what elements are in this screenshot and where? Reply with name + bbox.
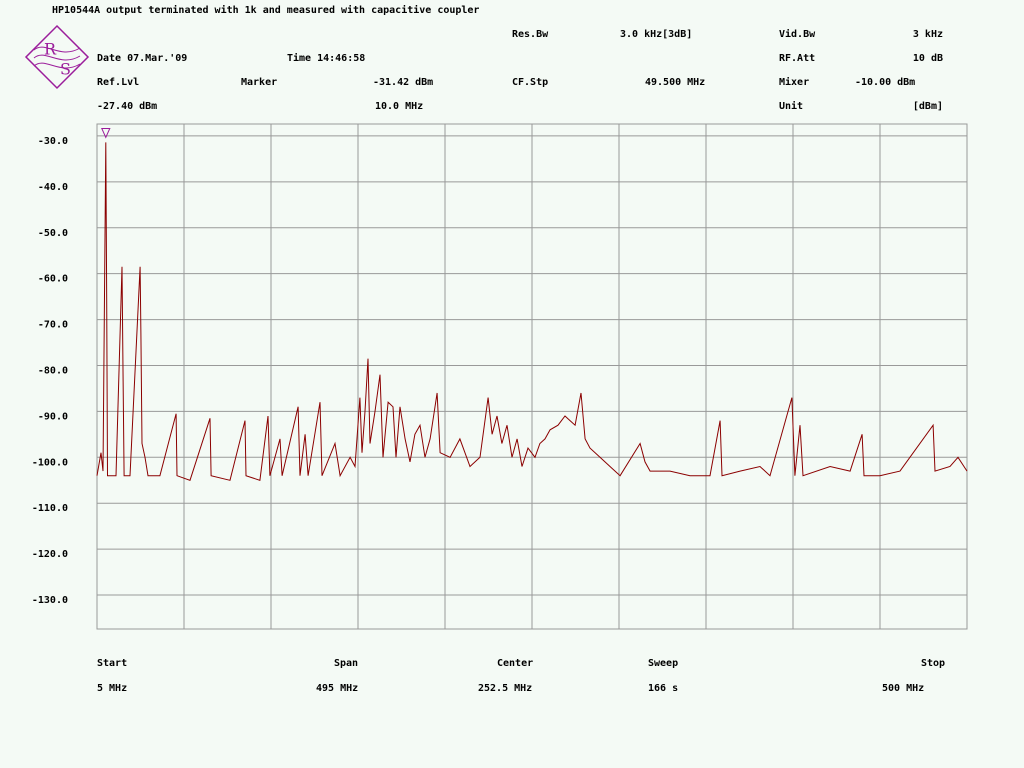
y-tick-label: -120.0 <box>32 549 68 560</box>
title: HP10544A output terminated with 1k and m… <box>52 4 479 16</box>
setting-value: -10.00 dBm <box>855 77 915 88</box>
setting-label: Res.Bw <box>512 29 549 40</box>
y-tick-label: -80.0 <box>38 365 68 376</box>
footer-value: 5 MHz <box>97 683 127 694</box>
y-tick-label: -100.0 <box>32 457 68 468</box>
footer-label: Start <box>97 658 127 669</box>
setting-value: 3.0 kHz[3dB] <box>620 29 692 40</box>
setting-label: Mixer <box>779 76 809 88</box>
marker-frequency: 10.0 MHz <box>375 101 423 112</box>
logo-waves <box>33 46 81 69</box>
footer-value: 495 MHz <box>316 683 358 694</box>
time: Time 14:46:58 <box>287 52 365 64</box>
setting-value: 49.500 MHz <box>645 77 705 88</box>
trace <box>96 142 968 481</box>
footer-value: 500 MHz <box>882 683 924 694</box>
footer-value: 166 s <box>648 683 678 694</box>
logo-letter: R <box>44 40 57 59</box>
setting-label: CF.Stp <box>512 77 548 88</box>
logo-letter: S <box>60 60 71 79</box>
setting-value: -27.40 dBm <box>97 101 157 112</box>
setting-value: [dBm] <box>913 101 943 112</box>
y-tick-label: -90.0 <box>38 411 68 422</box>
setting-label: Ref.Lvl <box>97 77 139 88</box>
y-tick-label: -50.0 <box>38 228 68 239</box>
marker-label: Marker <box>241 77 277 88</box>
setting-label: Unit <box>779 100 803 112</box>
y-tick-label: -60.0 <box>38 274 68 285</box>
marker-level: -31.42 dBm <box>373 77 433 88</box>
y-tick-label: -40.0 <box>38 182 68 193</box>
y-tick-label: -130.0 <box>32 595 68 606</box>
setting-value: 3 kHz <box>913 29 943 40</box>
footer-label: Sweep <box>648 658 678 669</box>
y-tick-label: -70.0 <box>38 320 68 331</box>
setting-value: 10 dB <box>913 53 943 64</box>
logo: R S <box>24 24 90 90</box>
y-tick-label: -110.0 <box>32 503 68 514</box>
footer-label: Span <box>334 658 358 669</box>
logo-diamond <box>24 24 90 90</box>
footer-label: Stop <box>921 658 945 669</box>
setting-label: RF.Att <box>779 53 815 64</box>
footer-value: 252.5 MHz <box>478 683 532 694</box>
date: Date 07.Mar.'09 <box>97 53 187 64</box>
setting-label: Vid.Bw <box>779 28 816 40</box>
y-tick-label: -30.0 <box>38 136 68 147</box>
footer-label: Center <box>497 658 533 669</box>
marker-triangle <box>101 127 111 139</box>
